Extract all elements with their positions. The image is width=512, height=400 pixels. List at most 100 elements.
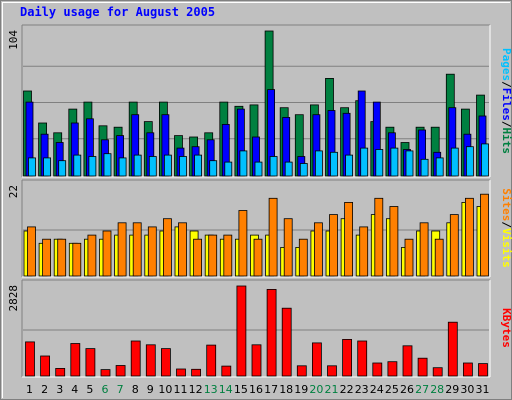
bar-visits-sites-day-16 (253, 238, 263, 277)
x-tick-label-day-18: 18 (279, 383, 293, 396)
x-tick-label-day-4: 4 (71, 383, 78, 396)
bar-visits-sites-day-31 (480, 193, 489, 277)
bar-kbytes-kbytes-day-22 (342, 338, 353, 377)
bar-kbytes-kbytes-day-10 (160, 348, 171, 377)
bar-kbytes-kbytes-day-13 (206, 344, 217, 377)
bar-visits-sites-day-2 (42, 238, 51, 277)
bar-kbytes-kbytes-day-26 (402, 345, 413, 377)
bar-hits-pages-day-16 (254, 161, 263, 177)
bar-kbytes-kbytes-day-20 (311, 342, 322, 377)
x-tick-label-day-29: 29 (445, 383, 459, 396)
bar-hits-pages-day-27 (420, 158, 429, 177)
bar-hits-pages-day-28 (435, 157, 444, 177)
panel-kbytes-legend: KBytes (500, 308, 512, 348)
bar-kbytes-kbytes-day-27 (417, 357, 428, 377)
bar-visits-sites-day-26 (404, 238, 414, 277)
x-tick-label-day-9: 9 (147, 383, 154, 396)
legend-item-pages: Pages (500, 48, 512, 81)
bar-hits-pages-day-30 (465, 146, 474, 177)
bar-hits-pages-day-20 (314, 150, 323, 177)
bar-visits-sites-day-27 (419, 222, 429, 277)
bar-kbytes-kbytes-day-15 (236, 285, 247, 377)
bar-visits-sites-day-23 (359, 226, 369, 277)
bar-visits-sites-day-19 (298, 238, 308, 277)
bar-hits-pages-day-22 (345, 154, 354, 177)
bar-visits-sites-day-5 (87, 234, 97, 277)
x-tick-label-day-10: 10 (158, 383, 172, 396)
bar-kbytes-kbytes-day-31 (478, 363, 488, 377)
bar-hits-pages-day-24 (375, 149, 384, 177)
bar-hits-pages-day-3 (58, 160, 67, 177)
x-tick-label-day-17: 17 (264, 383, 278, 396)
legend-item-kbytes: KBytes (500, 308, 512, 348)
bar-visits-sites-day-11 (178, 222, 187, 277)
x-tick-label-day-30: 30 (460, 383, 474, 396)
bar-hits-pages-day-29 (450, 147, 459, 177)
bar-kbytes-kbytes-day-30 (462, 362, 473, 377)
x-tick-label-day-28: 28 (430, 383, 444, 396)
bar-visits-sites-day-7 (117, 222, 127, 277)
legend-item-files: Files (500, 88, 512, 121)
bar-hits-pages-day-5 (88, 156, 97, 177)
bar-kbytes-kbytes-day-23 (357, 340, 368, 377)
x-tick-label-day-20: 20 (309, 383, 323, 396)
legend-item-visits: Visits (500, 228, 512, 268)
x-tick-label-day-6: 6 (102, 383, 109, 396)
bar-visits-sites-day-8 (132, 222, 142, 277)
bar-kbytes-kbytes-day-4 (70, 343, 81, 377)
chart-title: Daily usage for August 2005 (20, 5, 216, 19)
legend-item-separator: / (500, 81, 512, 88)
bar-kbytes-kbytes-day-21 (327, 365, 337, 377)
x-tick-label-day-11: 11 (174, 383, 188, 396)
bar-visits-sites-day-30 (464, 197, 474, 277)
x-tick-label-day-7: 7 (117, 383, 124, 396)
bar-hits-pages-day-4 (73, 154, 82, 177)
x-tick-label-day-15: 15 (234, 383, 248, 396)
bar-visits-sites-day-12 (193, 238, 203, 277)
bar-kbytes-kbytes-day-19 (296, 365, 307, 377)
bar-hits-pages-day-21 (330, 151, 338, 177)
bar-kbytes-kbytes-day-12 (191, 368, 202, 377)
bar-kbytes-kbytes-day-28 (432, 367, 443, 377)
bar-hits-pages-day-15 (239, 150, 248, 177)
x-tick-label-day-14: 14 (219, 383, 233, 396)
x-tick-label-day-16: 16 (249, 383, 263, 396)
bar-hits-pages-day-8 (133, 154, 142, 177)
bar-visits-sites-day-4 (72, 242, 82, 277)
bar-hits-pages-day-2 (43, 157, 51, 177)
panel-visits-legend: Sites/Visits (500, 188, 512, 268)
bar-hits-pages-day-26 (405, 150, 414, 177)
bar-hits-pages-day-10 (163, 154, 172, 177)
bar-hits-pages-day-25 (390, 147, 399, 177)
x-tick-label-day-27: 27 (415, 383, 429, 396)
x-tick-label-day-2: 2 (41, 383, 48, 396)
bar-hits-pages-day-23 (360, 147, 369, 177)
x-tick-label-day-12: 12 (189, 383, 203, 396)
x-tick-label-day-3: 3 (56, 383, 63, 396)
legend-item-sites: Sites (500, 188, 512, 221)
bar-kbytes-kbytes-day-14 (221, 365, 232, 377)
bar-visits-sites-day-21 (329, 214, 338, 277)
x-tick-label-day-31: 31 (476, 383, 490, 396)
bar-kbytes-kbytes-day-29 (447, 321, 458, 377)
bar-hits-pages-day-14 (224, 161, 233, 177)
bar-kbytes-kbytes-day-2 (40, 355, 50, 377)
bar-visits-sites-day-14 (223, 234, 233, 277)
bar-kbytes-kbytes-day-9 (145, 344, 156, 377)
bar-visits-sites-day-15 (238, 210, 248, 277)
bar-hits-pages-day-9 (148, 156, 157, 177)
bar-visits-sites-day-25 (389, 206, 399, 277)
x-tick-label-day-8: 8 (132, 383, 139, 396)
bar-hits-pages-day-19 (299, 163, 308, 177)
x-tick-label-day-25: 25 (385, 383, 399, 396)
bar-visits-sites-day-28 (434, 238, 444, 277)
x-tick-label-day-19: 19 (294, 383, 308, 396)
bar-visits-sites-day-3 (57, 238, 67, 277)
x-tick-label-day-26: 26 (400, 383, 414, 396)
bar-hits-pages-day-6 (103, 153, 112, 177)
panel-kbytes-ymax-label: 2828 (7, 285, 20, 312)
bar-kbytes-kbytes-day-25 (387, 361, 398, 377)
legend-item-separator: / (500, 221, 512, 228)
bar-kbytes-kbytes-day-11 (176, 368, 186, 377)
